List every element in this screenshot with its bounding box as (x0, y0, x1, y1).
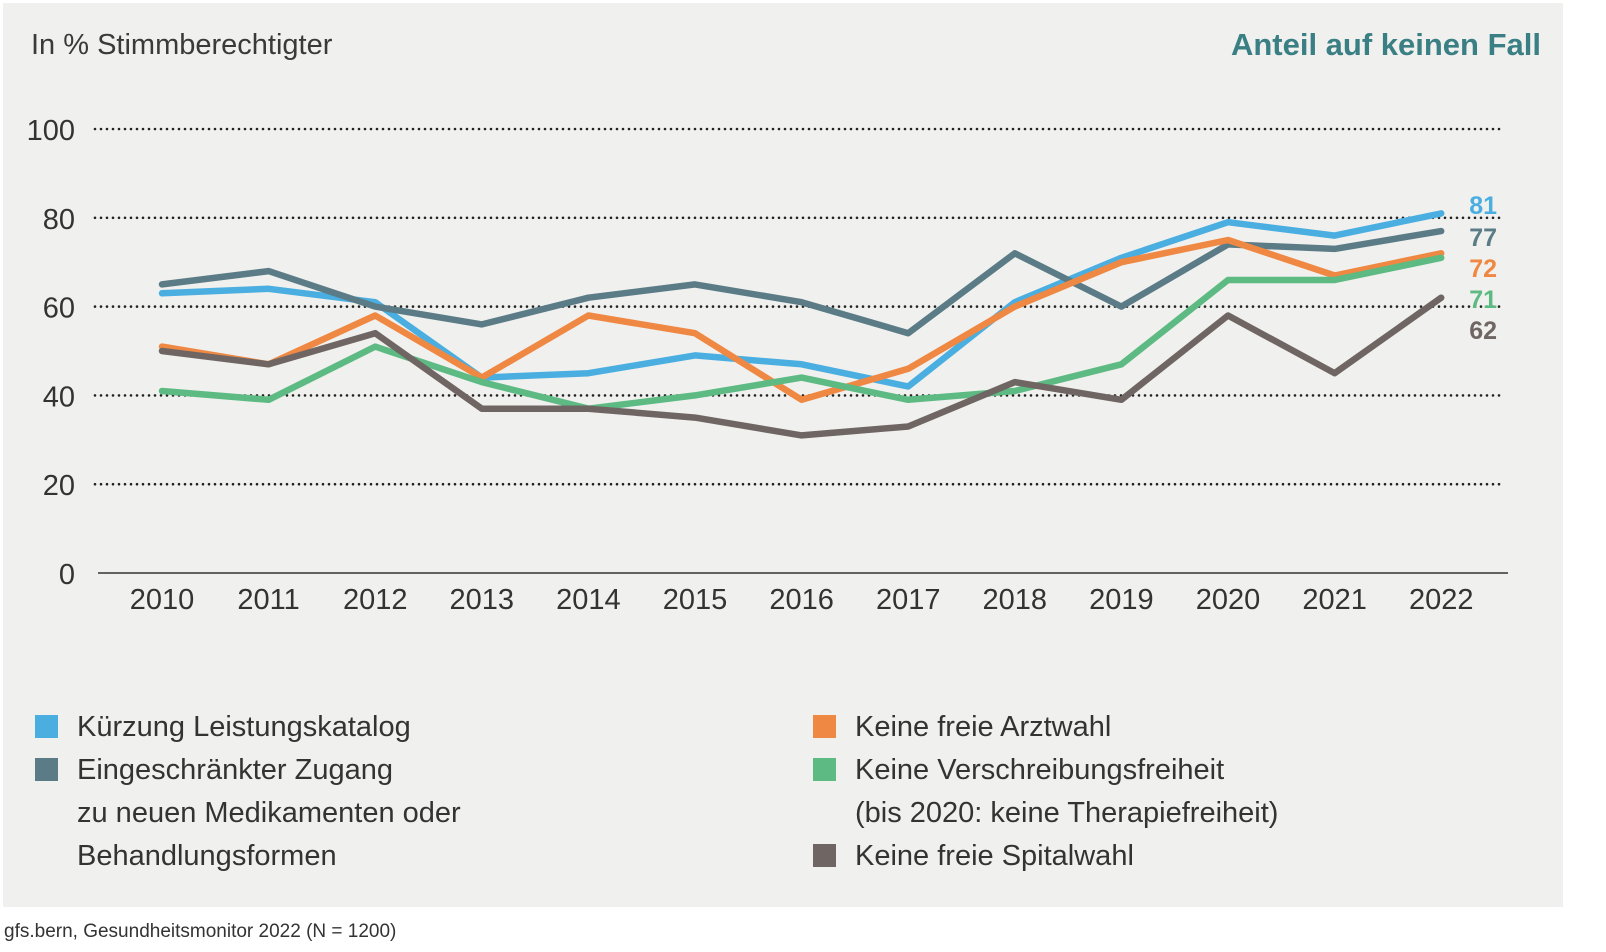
legend-label-line: zu neuen Medikamenten oder (77, 797, 461, 829)
end-value-label: 62 (1469, 317, 1497, 345)
legend-item-keine-freie-arztwahl: Keine freie Arztwahl (813, 706, 1433, 749)
x-tick-label: 2013 (450, 584, 515, 616)
legend-label-line: Keine freie Arztwahl (855, 711, 1112, 743)
x-tick-label: 2020 (1196, 584, 1261, 616)
legend-swatch (35, 758, 58, 781)
y-tick-label: 60 (43, 293, 75, 325)
legend-label-line: (bis 2020: keine Therapiefreiheit) (855, 797, 1279, 829)
x-tick-label: 2017 (876, 584, 941, 616)
end-value-label: 71 (1469, 286, 1497, 314)
end-value-label: 77 (1469, 224, 1497, 252)
x-tick-label: 2010 (130, 584, 195, 616)
series-line-1 (158, 210, 1445, 390)
legend-left-column: Kürzung Leistungskatalog Eingeschränkter… (35, 706, 655, 878)
legend-item-keine-freie-spitalwahl: Keine freie Spitalwahl (813, 835, 1433, 878)
y-tick-label: 20 (43, 470, 75, 502)
series-lines (158, 210, 1445, 439)
end-value-label: 72 (1469, 255, 1497, 283)
x-tick-label: 2015 (663, 584, 728, 616)
legend-label-line: Eingeschränkter Zugang (77, 754, 393, 786)
x-axis-ticks: 2010 2011 2012 2013 2014 2015 2016 2017 2018 2019… (130, 584, 1474, 616)
y-axis-label: In % Stimmberechtigter (31, 29, 333, 61)
series-line-2 (158, 227, 1445, 337)
x-tick-label: 2019 (1089, 584, 1154, 616)
gridlines (93, 127, 1505, 486)
chart-title: Anteil auf keinen Fall (1230, 27, 1541, 62)
legend-swatch (35, 715, 58, 738)
chart-panel: 0 20 40 60 80 100 2010 2011 2012 2013 2014 2015 201… (3, 3, 1563, 907)
x-tick-label: 2014 (556, 584, 621, 616)
y-tick-label: 0 (59, 559, 75, 591)
x-tick-label: 2011 (237, 584, 299, 616)
y-tick-label: 80 (43, 204, 75, 236)
series-line-4 (158, 254, 1445, 412)
legend-right-column: Keine freie Arztwahl Keine Verschreibung… (813, 706, 1433, 878)
x-tick-label: 2012 (343, 584, 408, 616)
x-tick-label: 2022 (1409, 584, 1474, 616)
legend-item-eingeschraenkter-zugang: Eingeschränkter Zugang zu neuen Medikame… (35, 749, 655, 878)
legend-label-line: Keine freie Spitalwahl (855, 840, 1134, 872)
legend-label-line: Behandlungsformen (77, 840, 337, 872)
y-axis-ticks: 0 20 40 60 80 100 (27, 115, 75, 591)
x-tick-label: 2021 (1302, 584, 1367, 616)
legend-swatch (813, 758, 836, 781)
legend-item-keine-verschreibungsfreiheit: Keine Verschreibungsfreiheit (bis 2020: … (813, 749, 1433, 835)
legend-swatch (813, 715, 836, 738)
end-value-label: 81 (1469, 192, 1497, 220)
x-tick-label: 2016 (769, 584, 834, 616)
series-line-3 (158, 236, 1445, 404)
legend-swatch (813, 844, 836, 867)
y-tick-label: 100 (27, 115, 75, 147)
source-note: gfs.bern, Gesundheitsmonitor 2022 (N = 1… (4, 921, 397, 942)
legend-label-line: Keine Verschreibungsfreiheit (855, 754, 1225, 786)
series-line-5 (158, 294, 1445, 439)
y-tick-label: 40 (43, 381, 75, 413)
legend-label-line: Kürzung Leistungskatalog (77, 711, 411, 743)
x-tick-label: 2018 (983, 584, 1048, 616)
legend-item-kuerzung-leistungskatalog: Kürzung Leistungskatalog (35, 706, 655, 749)
end-labels: 81 77 72 71 62 (1469, 192, 1497, 345)
